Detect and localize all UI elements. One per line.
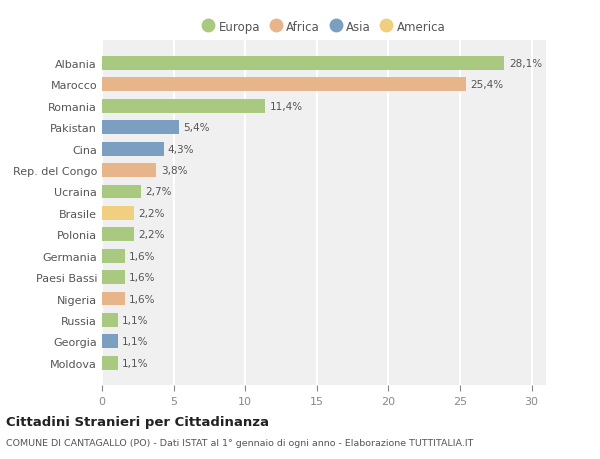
- Bar: [102, 292, 125, 306]
- Bar: [102, 335, 118, 348]
- Bar: [102, 270, 125, 285]
- Bar: [102, 249, 125, 263]
- Bar: [102, 121, 179, 135]
- Bar: [102, 313, 118, 327]
- Text: 2,2%: 2,2%: [138, 208, 164, 218]
- Bar: [102, 164, 157, 178]
- Text: 1,6%: 1,6%: [129, 251, 156, 261]
- Text: 2,2%: 2,2%: [138, 230, 164, 240]
- Text: 1,1%: 1,1%: [122, 358, 149, 368]
- Bar: [102, 185, 140, 199]
- Bar: [102, 142, 164, 157]
- Text: 1,6%: 1,6%: [129, 294, 156, 304]
- Text: 5,4%: 5,4%: [184, 123, 210, 133]
- Bar: [102, 207, 134, 220]
- Text: 11,4%: 11,4%: [269, 101, 302, 112]
- Text: 1,1%: 1,1%: [122, 315, 149, 325]
- Text: Cittadini Stranieri per Cittadinanza: Cittadini Stranieri per Cittadinanza: [6, 415, 269, 428]
- Text: 1,1%: 1,1%: [122, 336, 149, 347]
- Bar: [102, 356, 118, 370]
- Text: 28,1%: 28,1%: [509, 59, 542, 69]
- Bar: [102, 57, 505, 71]
- Legend: Europa, Africa, Asia, America: Europa, Africa, Asia, America: [197, 16, 451, 39]
- Text: 25,4%: 25,4%: [470, 80, 503, 90]
- Bar: [102, 78, 466, 92]
- Text: 2,7%: 2,7%: [145, 187, 172, 197]
- Text: 4,3%: 4,3%: [168, 145, 194, 154]
- Text: COMUNE DI CANTAGALLO (PO) - Dati ISTAT al 1° gennaio di ogni anno - Elaborazione: COMUNE DI CANTAGALLO (PO) - Dati ISTAT a…: [6, 438, 473, 448]
- Text: 1,6%: 1,6%: [129, 273, 156, 282]
- Bar: [102, 100, 265, 113]
- Bar: [102, 228, 134, 242]
- Text: 3,8%: 3,8%: [161, 166, 187, 176]
